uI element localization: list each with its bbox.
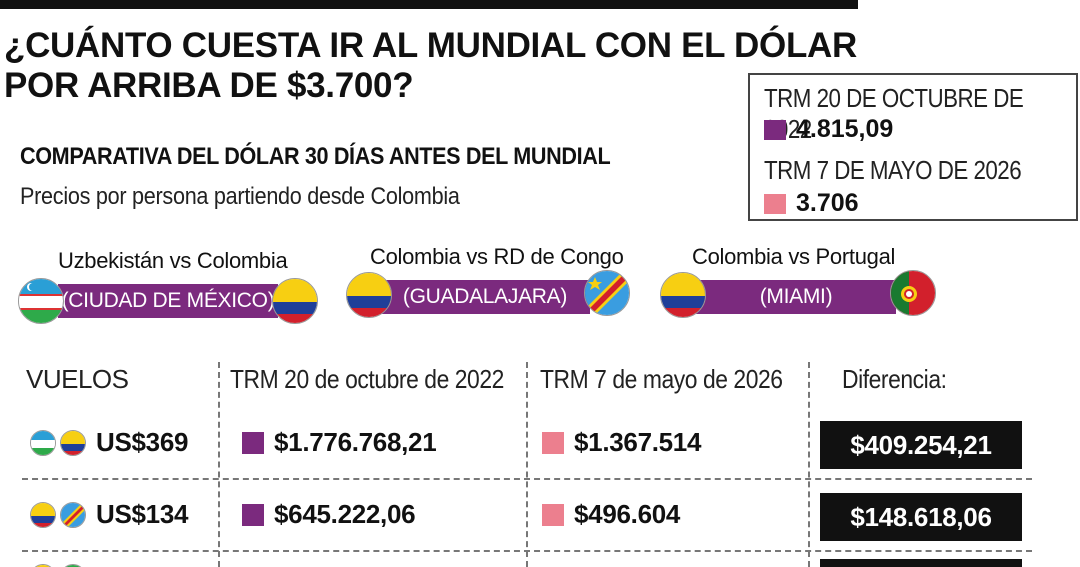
colombia-flag-icon (346, 272, 392, 318)
header-diferencia: Diferencia: (842, 364, 947, 394)
header-vuelos: VUELOS (26, 364, 129, 394)
trm-2022-number: 4.815,09 (796, 115, 894, 143)
match-card-1: Uzbekistán vs Colombia (CIUDAD DE MÉXICO… (0, 240, 330, 330)
section-subtext: Precios por persona partiendo desde Colo… (20, 183, 460, 210)
purple-swatch (242, 431, 264, 454)
row-divider (22, 550, 1032, 552)
pink-swatch (542, 431, 564, 454)
flight-price-usd: US$369 (96, 427, 189, 457)
column-divider (218, 362, 220, 567)
price-trm-2026-value: $1.367.514 (574, 427, 702, 457)
colombia-flag-icon (30, 502, 56, 528)
row-divider (22, 478, 1032, 480)
top-bar (0, 0, 858, 9)
table-row (0, 558, 1080, 567)
match-1-title: Uzbekistán vs Colombia (58, 248, 288, 273)
price-trm-2026: $496.604 (542, 499, 680, 530)
page-title: ¿CUÁNTO CUESTA IR AL MUNDIAL CON EL DÓLA… (4, 26, 857, 106)
column-divider (526, 362, 528, 567)
trm-2026-label: TRM 7 DE MAYO DE 2026 (764, 155, 1022, 185)
column-divider (808, 362, 810, 567)
match-1-venue: (CIUDAD DE MÉXICO) (58, 284, 278, 318)
match-card-2: Colombia vs RD de Congo (GUADALAJARA) (340, 236, 640, 326)
pink-swatch (542, 503, 564, 526)
purple-swatch (764, 119, 786, 140)
difference-badge (820, 559, 1022, 567)
trm-2026-value: 3.706 (764, 189, 859, 218)
difference-badge: $409.254,21 (820, 421, 1022, 469)
trm-2026-number: 3.706 (796, 189, 859, 217)
portugal-flag-icon (890, 270, 936, 316)
price-trm-2022: $645.222,06 (242, 499, 416, 530)
congo-flag-icon (584, 270, 630, 316)
difference-badge: $148.618,06 (820, 493, 1022, 541)
price-trm-2022-value: $1.776.768,21 (274, 427, 437, 457)
colombia-flag-icon (60, 430, 86, 456)
uzbekistan-flag-icon (30, 430, 56, 456)
table-row: US$369 $1.776.768,21 $1.367.514 $409.254… (0, 420, 1080, 470)
table-row: US$134 $645.222,06 $496.604 $148.618,06 (0, 492, 1080, 542)
section-subtitle: COMPARATIVA DEL DÓLAR 30 DÍAS ANTES DEL … (20, 143, 611, 170)
match-3-title: Colombia vs Portugal (692, 244, 896, 269)
price-trm-2022: $1.776.768,21 (242, 427, 437, 458)
match-3-venue: (MIAMI) (696, 280, 896, 314)
congo-flag-icon (60, 502, 86, 528)
price-trm-2022-value: $645.222,06 (274, 499, 416, 529)
header-trm-2022: TRM 20 de octubre de 2022 (230, 364, 504, 394)
match-2-venue: (GUADALAJARA) (380, 280, 590, 314)
match-2-title: Colombia vs RD de Congo (370, 244, 624, 269)
colombia-flag-icon (660, 272, 706, 318)
uzbekistan-flag-icon (18, 278, 64, 324)
trm-2022-label: TRM 20 DE OCTUBRE DE 2022 (764, 83, 1024, 144)
price-trm-2026-value: $496.604 (574, 499, 681, 529)
colombia-flag-icon (272, 278, 318, 324)
title-line-1: ¿CUÁNTO CUESTA IR AL MUNDIAL CON EL DÓLA… (4, 26, 857, 65)
title-line-2: POR ARRIBA DE $3.700? (4, 66, 414, 105)
match-card-3: Colombia vs Portugal (MIAMI) (656, 236, 946, 326)
purple-swatch (242, 503, 264, 526)
trm-legend-box: TRM 20 DE OCTUBRE DE 2022 4.815,09 TRM 7… (748, 73, 1078, 221)
pink-swatch (764, 193, 786, 214)
header-trm-2026: TRM 7 de mayo de 2026 (540, 364, 783, 394)
trm-2022-value: 4.815,09 (764, 115, 893, 144)
price-trm-2026: $1.367.514 (542, 427, 701, 458)
flight-price-usd: US$134 (96, 499, 189, 529)
